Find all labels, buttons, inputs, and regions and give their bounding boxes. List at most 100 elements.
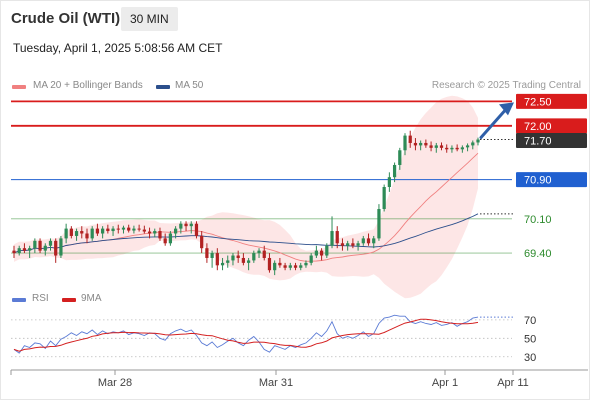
candle-body bbox=[450, 147, 454, 150]
candle-body bbox=[33, 240, 37, 249]
instrument-title: Crude Oil (WTI) bbox=[11, 10, 121, 27]
candle-body bbox=[445, 147, 449, 150]
candle-body bbox=[64, 228, 68, 239]
candle-body bbox=[215, 253, 219, 266]
candle-15 bbox=[90, 226, 94, 241]
timeframe-badge[interactable]: 30 MIN bbox=[121, 7, 178, 31]
candle-body bbox=[231, 255, 235, 261]
x-tick-label-2: Apr 1 bbox=[432, 377, 458, 389]
candle-5 bbox=[38, 238, 42, 254]
candle-77 bbox=[413, 138, 418, 151]
candle-80 bbox=[429, 141, 433, 152]
candle-body bbox=[413, 142, 418, 146]
candle-27 bbox=[153, 228, 157, 238]
legend-rsi-label: RSI bbox=[32, 293, 49, 304]
candle-33 bbox=[184, 221, 188, 232]
candle-51 bbox=[278, 257, 282, 268]
rsi-tick-70: 70 bbox=[524, 315, 536, 327]
candle-82 bbox=[439, 142, 444, 151]
candle-body bbox=[309, 255, 313, 263]
candle-body bbox=[95, 228, 100, 234]
candle-body bbox=[392, 164, 397, 178]
candle-35 bbox=[194, 221, 199, 239]
candle-body bbox=[69, 228, 73, 236]
forecast-arrow-shaft bbox=[479, 108, 507, 140]
candle-body bbox=[424, 142, 428, 146]
candle-14 bbox=[85, 228, 89, 244]
candle-body bbox=[54, 240, 58, 256]
candle-69 bbox=[372, 235, 376, 249]
rsi-tick-30: 30 bbox=[524, 352, 536, 364]
candle-61 bbox=[330, 216, 334, 249]
candle-body bbox=[455, 147, 459, 150]
candle-1 bbox=[17, 245, 21, 256]
candle-48 bbox=[262, 245, 266, 261]
candle-body bbox=[194, 223, 199, 236]
candle-body bbox=[12, 250, 16, 254]
candle-8 bbox=[54, 238, 58, 263]
candle-body bbox=[351, 243, 355, 246]
candle-30 bbox=[168, 231, 173, 246]
candle-31 bbox=[174, 226, 178, 239]
candle-75 bbox=[403, 133, 407, 156]
candle-78 bbox=[419, 140, 423, 151]
candle-89 bbox=[476, 137, 480, 146]
candle-2 bbox=[22, 243, 27, 254]
candle-body bbox=[236, 255, 240, 258]
axis-label-text: 70.10 bbox=[524, 214, 552, 226]
axis-label-box bbox=[516, 118, 587, 134]
candle-65 bbox=[351, 238, 355, 249]
candle-83 bbox=[445, 144, 449, 153]
candle-63 bbox=[340, 238, 345, 251]
candle-72 bbox=[387, 172, 391, 192]
x-tick-label-0: Mar 28 bbox=[98, 377, 132, 389]
candle-28 bbox=[158, 227, 162, 241]
candle-87 bbox=[465, 143, 470, 152]
axis-label-text: 70.90 bbox=[524, 175, 552, 187]
candle-body bbox=[325, 245, 329, 256]
candle-body bbox=[28, 248, 32, 251]
candle-66 bbox=[356, 240, 360, 251]
candle-44 bbox=[241, 253, 246, 266]
candle-body bbox=[200, 235, 204, 249]
candle-46 bbox=[252, 250, 256, 263]
candle-body bbox=[419, 142, 423, 146]
candle-23 bbox=[132, 225, 136, 234]
candle-body bbox=[465, 145, 470, 148]
header: Crude Oil (WTI) 30 MIN bbox=[0, 0, 590, 36]
candle-39 bbox=[215, 248, 219, 271]
candle-body bbox=[137, 228, 141, 230]
candle-body bbox=[346, 243, 350, 246]
candle-body bbox=[283, 265, 287, 268]
candle-10 bbox=[64, 223, 68, 244]
axis-label-box bbox=[516, 93, 587, 109]
candle-body bbox=[403, 135, 407, 151]
candle-56 bbox=[304, 260, 308, 268]
candle-73 bbox=[392, 162, 397, 183]
axis-label-text: 72.50 bbox=[524, 96, 552, 108]
candle-81 bbox=[434, 142, 438, 153]
legend-rsi-swatch bbox=[12, 298, 26, 302]
candle-body bbox=[22, 248, 27, 251]
candle-body bbox=[121, 227, 126, 230]
timestamp: Tuesday, April 1, 2025 5:08:56 AM CET bbox=[13, 41, 223, 55]
candle-12 bbox=[74, 228, 79, 241]
candle-body bbox=[210, 253, 214, 258]
candle-body bbox=[366, 238, 371, 244]
candle-body bbox=[408, 135, 412, 143]
x-tick-label-3: Apr 11 bbox=[497, 377, 529, 389]
candle-body bbox=[304, 262, 308, 266]
candle-34 bbox=[189, 221, 193, 234]
axis-label-support: 70.10 bbox=[524, 214, 552, 226]
candle-54 bbox=[293, 262, 298, 271]
candle-body bbox=[293, 265, 298, 268]
candle-20 bbox=[116, 224, 120, 234]
candle-body bbox=[460, 147, 464, 150]
candle-36 bbox=[200, 231, 204, 254]
candle-body bbox=[340, 243, 345, 246]
candle-86 bbox=[460, 145, 464, 153]
candle-21 bbox=[121, 225, 126, 234]
rsi-tick-50: 50 bbox=[524, 333, 536, 345]
candle-59 bbox=[319, 248, 324, 261]
candle-body bbox=[434, 145, 438, 148]
